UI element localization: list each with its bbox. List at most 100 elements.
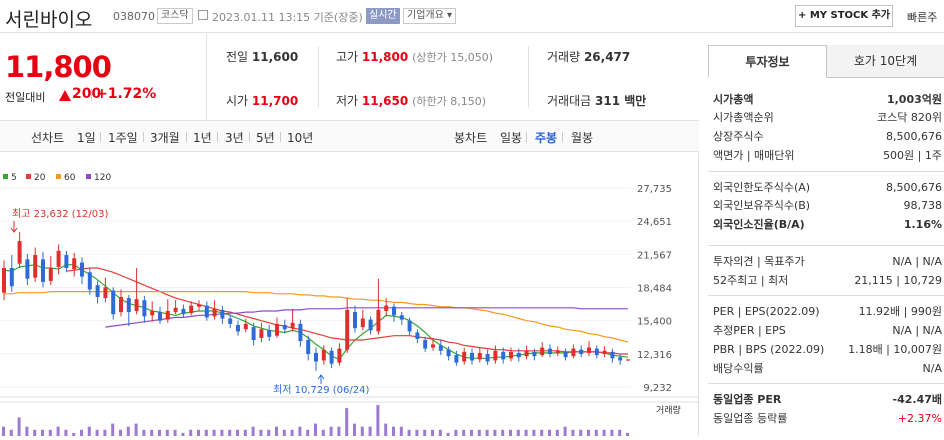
invest-row-label: 시가총액순위 — [713, 111, 774, 124]
candle-body — [259, 329, 264, 338]
add-mystock-button[interactable]: + MY STOCK 추가 — [795, 5, 893, 27]
volume-bar — [56, 426, 60, 436]
volume-bar — [555, 429, 559, 436]
volume-bar — [493, 429, 497, 436]
candle-body — [80, 262, 84, 277]
volume-label: 거래량 — [656, 404, 681, 416]
candle-body — [72, 258, 77, 270]
candle-body — [610, 351, 615, 359]
candle-body — [134, 299, 139, 311]
candle-monthly[interactable]: 월봉 — [571, 131, 594, 145]
period-1w[interactable]: 1주일 — [108, 131, 138, 145]
candle-body — [532, 351, 537, 357]
y-tick-label: 27,735 — [637, 184, 672, 195]
volume-bar — [407, 429, 411, 436]
volume-bar — [204, 429, 208, 436]
volume-bar — [251, 426, 255, 436]
candle-body — [524, 350, 529, 357]
chart-period-bar: 선차트 1일 1주일 3개월 1년 3년 5년 10년 봉차트 일봉 주봉 월봉 — [0, 120, 699, 152]
divider — [562, 132, 563, 142]
volume-bar — [48, 429, 52, 436]
period-3m[interactable]: 3개월 — [150, 131, 180, 145]
volume-bar — [524, 429, 528, 436]
divider — [526, 132, 527, 142]
invest-row-label: PBR | BPS (2022.09) — [713, 343, 825, 356]
period-1y[interactable]: 1년 — [193, 131, 212, 145]
candle-body — [142, 300, 147, 317]
candle-body — [197, 304, 201, 307]
candle-body — [485, 354, 490, 362]
candle-body — [376, 309, 381, 332]
candle-daily[interactable]: 일봉 — [500, 131, 523, 145]
invest-row-value: N/A — [922, 362, 942, 375]
invest-row-value: -42.47배 — [892, 393, 942, 406]
invest-row: 외국인보유주식수(B) 98,738 — [713, 197, 944, 215]
divider — [143, 132, 144, 142]
quick-search-link[interactable]: 빠른주 — [907, 11, 938, 24]
invest-row: 52주최고 | 최저 21,115 | 10,729 — [713, 272, 944, 290]
y-tick-label: 9,232 — [643, 383, 672, 394]
price-change: 200 — [72, 86, 102, 102]
candle-body — [579, 349, 584, 355]
volume-bar — [212, 429, 216, 436]
tab-orderbook[interactable]: 호가 10단계 — [827, 45, 944, 78]
company-info-dropdown[interactable]: 기업개요 ▾ — [403, 8, 456, 24]
candle-body — [462, 351, 467, 362]
quote-datetime: 2023.01.11 13:15 기준(장중) — [212, 11, 363, 24]
ma-legend-swatch — [86, 174, 91, 179]
volume-bar — [579, 429, 583, 436]
ma-legend-label: 20 — [34, 173, 46, 183]
volume-bar — [111, 423, 115, 436]
volume-bar — [321, 429, 325, 436]
invest-row: 투자의견 | 목표주가 N/A | N/A — [713, 253, 944, 271]
volume-bar — [80, 429, 83, 436]
tab-invest-info[interactable]: 투자정보 — [708, 45, 827, 78]
candle-body — [626, 359, 630, 361]
invest-row-value: N/A | N/A — [892, 324, 942, 337]
candle-body — [267, 330, 272, 337]
volume-bar — [298, 426, 302, 436]
stat-low: 저가 11,650 (하한가 8,150) — [336, 94, 486, 108]
candle-body — [423, 340, 428, 349]
invest-row: PBR | BPS (2022.09) 1.18배 | 10,007원 — [713, 341, 944, 359]
stat-prev-close: 전일 11,600 — [226, 50, 299, 64]
candle-body — [431, 344, 435, 348]
volume-bar — [2, 426, 5, 436]
realtime-badge[interactable]: 실시간 — [366, 8, 400, 24]
volume-bar — [150, 429, 154, 436]
price-change-pct: +1.72% — [96, 86, 157, 102]
volume-bar — [353, 423, 356, 436]
volume-bar — [470, 429, 473, 436]
invest-row-label: 배당수익률 — [713, 362, 764, 375]
volume-bar — [25, 426, 29, 436]
volume-bar — [415, 429, 419, 436]
period-10y[interactable]: 10년 — [287, 131, 314, 145]
invest-row: 동일업종 등락률 +2.37% — [713, 410, 944, 428]
candle-weekly[interactable]: 주봉 — [535, 131, 558, 145]
line-chart-label: 선차트 — [31, 131, 65, 145]
volume-bar — [431, 429, 434, 436]
y-tick-label: 21,567 — [637, 250, 672, 261]
candle-body — [587, 347, 591, 353]
invest-row-label: 52주최고 | 최저 — [713, 274, 789, 287]
invest-row: 배당수익률 N/A — [713, 360, 944, 378]
candle-body — [251, 327, 256, 341]
candle-body — [95, 285, 100, 298]
invest-row-value: +2.37% — [897, 412, 942, 425]
period-5y[interactable]: 5년 — [256, 131, 275, 145]
invest-row: 동일업종 PER -42.47배 — [713, 391, 944, 409]
candle-body — [64, 255, 69, 268]
candle-body — [501, 351, 506, 360]
volume-bar — [376, 405, 380, 436]
period-3y[interactable]: 3년 — [225, 131, 244, 145]
candle-body — [212, 308, 217, 317]
candle-body — [477, 352, 482, 360]
candle-body — [33, 255, 38, 278]
ma-legend-label: 5 — [11, 173, 17, 183]
volume-bar — [189, 429, 193, 436]
volume-bar — [329, 426, 333, 436]
candle-body — [407, 320, 412, 332]
current-price: 11,800 — [5, 50, 112, 84]
period-1d[interactable]: 1일 — [77, 131, 96, 145]
stock-name: 서린바이오 — [5, 9, 93, 31]
